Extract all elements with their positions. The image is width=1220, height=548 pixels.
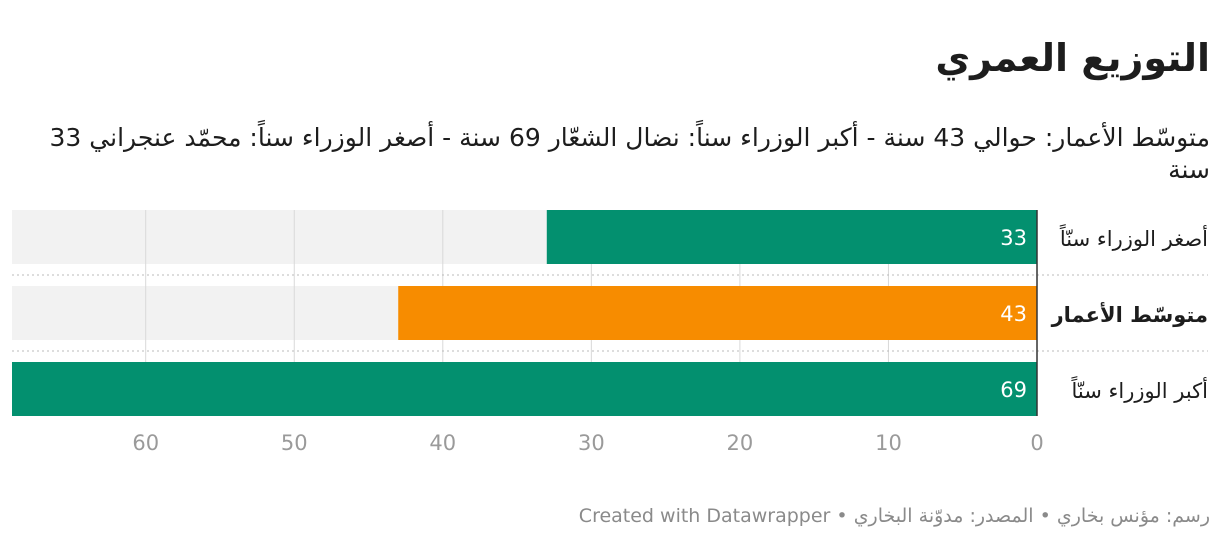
x-tick-label: 60 — [132, 431, 159, 455]
chart-subtitle: متوسّط الأعمار: حوالي 43 سنة - أكبر الوز… — [49, 123, 1210, 184]
bar — [546, 210, 1037, 264]
bar-value-label: 43 — [1000, 302, 1027, 326]
footer-separator: • — [836, 505, 848, 527]
category-label: متوسّط الأعمار — [1051, 301, 1208, 327]
x-tick-label: 20 — [727, 431, 754, 455]
footer-credit: رسم: مؤنس بخاري — [1056, 505, 1210, 527]
x-tick-label: 40 — [429, 431, 456, 455]
x-tick-label: 30 — [578, 431, 605, 455]
bar — [398, 286, 1037, 340]
bar-value-label: 33 — [1000, 226, 1027, 250]
bar — [12, 362, 1037, 416]
chart-title: التوزيع العمري — [935, 36, 1210, 80]
x-tick-label: 50 — [281, 431, 308, 455]
category-label: أكبر الوزراء سنّاً — [1071, 375, 1208, 403]
footer-tool[interactable]: Created with Datawrapper — [578, 505, 831, 527]
chart-footer: رسم: مؤنس بخاري • المصدر: مدوّنة البخاري… — [10, 503, 1210, 529]
category-label: أصغر الوزراء سنّاً — [1060, 223, 1208, 251]
footer-source: المصدر: مدوّنة البخاري — [853, 505, 1034, 527]
x-tick-label: 0 — [1030, 431, 1043, 455]
x-tick-label: 10 — [875, 431, 902, 455]
bar-value-label: 69 — [1000, 378, 1027, 402]
footer-separator: • — [1039, 505, 1051, 527]
